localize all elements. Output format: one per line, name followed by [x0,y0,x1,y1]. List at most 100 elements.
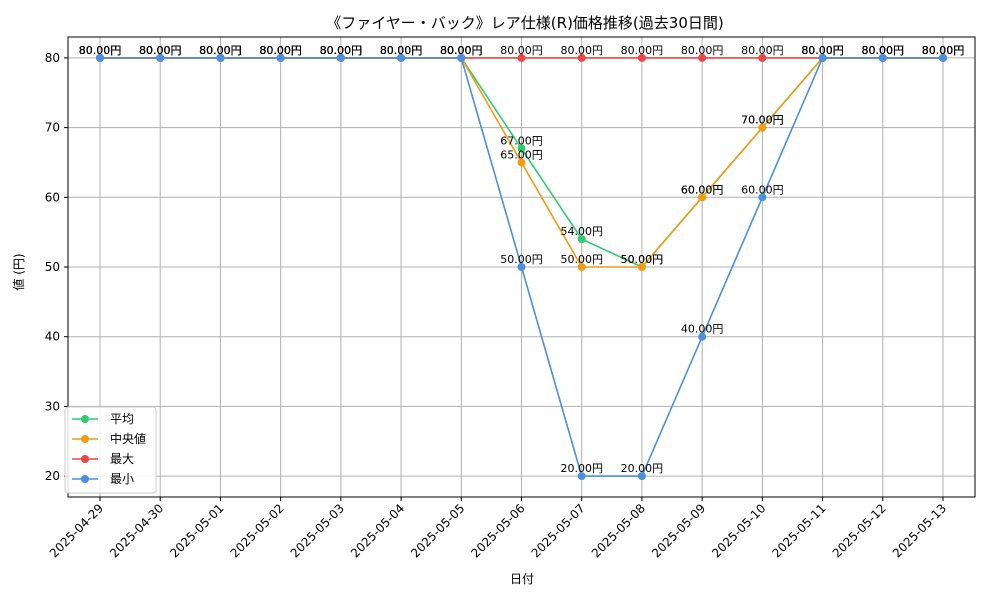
legend-marker [81,435,89,443]
data-label: 50.00円 [500,253,543,266]
data-label: 80.00円 [139,44,182,57]
plot-frame [67,36,976,498]
data-label: 80.00円 [922,44,965,57]
data-label: 60.00円 [681,183,724,196]
legend-label: 中央値 [110,431,146,446]
data-label: 67.00円 [500,135,543,148]
y-tick-label: 70 [45,121,60,135]
data-label: 80.00円 [79,44,122,57]
data-label: 80.00円 [320,44,363,57]
series-group [96,53,947,481]
data-label: 80.00円 [139,44,182,57]
x-tick-label: 2025-05-01 [167,501,226,560]
data-label: 80.00円 [259,44,302,57]
data-label: 65.00円 [500,148,543,161]
x-axis-label: 日付 [510,572,534,586]
x-tick-label: 2025-04-29 [47,501,106,560]
data-label: 80.00円 [741,44,784,57]
data-point [336,53,345,62]
data-label: 50.00円 [621,253,664,266]
x-tick-label: 2025-04-30 [107,501,166,560]
data-point [637,472,646,481]
data-point [397,53,406,62]
x-tick-label: 2025-05-07 [529,501,588,560]
x-tick-label: 2025-05-08 [589,501,648,560]
legend-marker [81,455,89,463]
data-label: 80.00円 [320,44,363,57]
y-tick-label: 60 [45,190,60,204]
x-tick-label: 2025-05-02 [228,501,287,560]
chart-title: 《ファイヤー・バック》レア仕様(R)価格推移(過去30日間) [326,14,723,32]
data-label: 80.00円 [380,44,423,57]
legend-label: 平均 [110,412,134,426]
data-point [457,53,466,62]
x-tick-label: 2025-05-12 [830,501,889,560]
data-label: 80.00円 [79,44,122,57]
data-point [698,193,707,202]
legend-marker [81,415,89,423]
data-label: 80.00円 [380,44,423,57]
data-label: 80.00円 [139,44,182,57]
data-point [758,123,767,132]
legend-label: 最小 [110,472,134,486]
x-tick-label: 2025-05-04 [348,501,407,560]
data-point [577,263,586,271]
data-label: 80.00円 [922,44,965,57]
data-point [637,263,646,271]
data-point [276,53,285,62]
data-label: 40.00円 [681,323,724,336]
data-point [698,53,707,62]
x-tick-label: 2025-05-05 [408,501,467,560]
data-label: 70.00円 [741,114,784,127]
data-point [818,53,827,62]
data-label: 80.00円 [259,44,302,57]
data-label: 80.00円 [259,44,302,57]
x-tick-label: 2025-05-03 [288,501,347,560]
data-point [637,53,646,62]
data-label: 80.00円 [500,44,543,57]
data-point [517,158,526,167]
data-point [758,53,767,62]
legend-marker [81,475,89,483]
data-point [517,144,526,153]
data-point [758,193,767,202]
data-point [577,472,586,481]
data-label: 80.00円 [199,44,242,57]
x-tick-label: 2025-05-13 [890,501,949,560]
data-label: 80.00円 [801,44,844,57]
x-tick-label: 2025-05-06 [468,501,527,560]
data-point [517,53,526,62]
data-label: 80.00円 [862,44,905,57]
data-label: 80.00円 [199,44,242,57]
data-label: 80.00円 [199,44,242,57]
data-point [698,332,707,341]
data-label: 80.00円 [199,44,242,57]
data-label: 50.00円 [621,253,664,266]
y-axis-label: 値 (円) [11,253,26,290]
data-label: 20.00円 [621,462,664,475]
data-point [577,235,586,244]
data-point [878,53,887,62]
y-tick-label: 30 [45,399,60,413]
legend-box [64,406,157,494]
data-label: 80.00円 [259,44,302,57]
data-label: 80.00円 [320,44,363,57]
data-label: 50.00円 [560,253,603,266]
data-label: 80.00円 [440,44,483,57]
data-point [216,53,225,62]
data-label: 80.00円 [922,44,965,57]
legend-label: 最大 [110,452,134,466]
data-point [96,53,104,62]
data-label: 80.00円 [380,44,423,57]
x-tick-label: 2025-05-10 [709,501,768,560]
data-label: 80.00円 [440,44,483,57]
data-label: 80.00円 [139,44,182,57]
data-label: 60.00円 [741,183,784,196]
data-label: 80.00円 [801,44,844,57]
data-label: 80.00円 [801,44,844,57]
data-label: 80.00円 [79,44,122,57]
data-label: 80.00円 [862,44,905,57]
data-point [577,53,586,62]
data-label: 80.00円 [922,44,965,57]
